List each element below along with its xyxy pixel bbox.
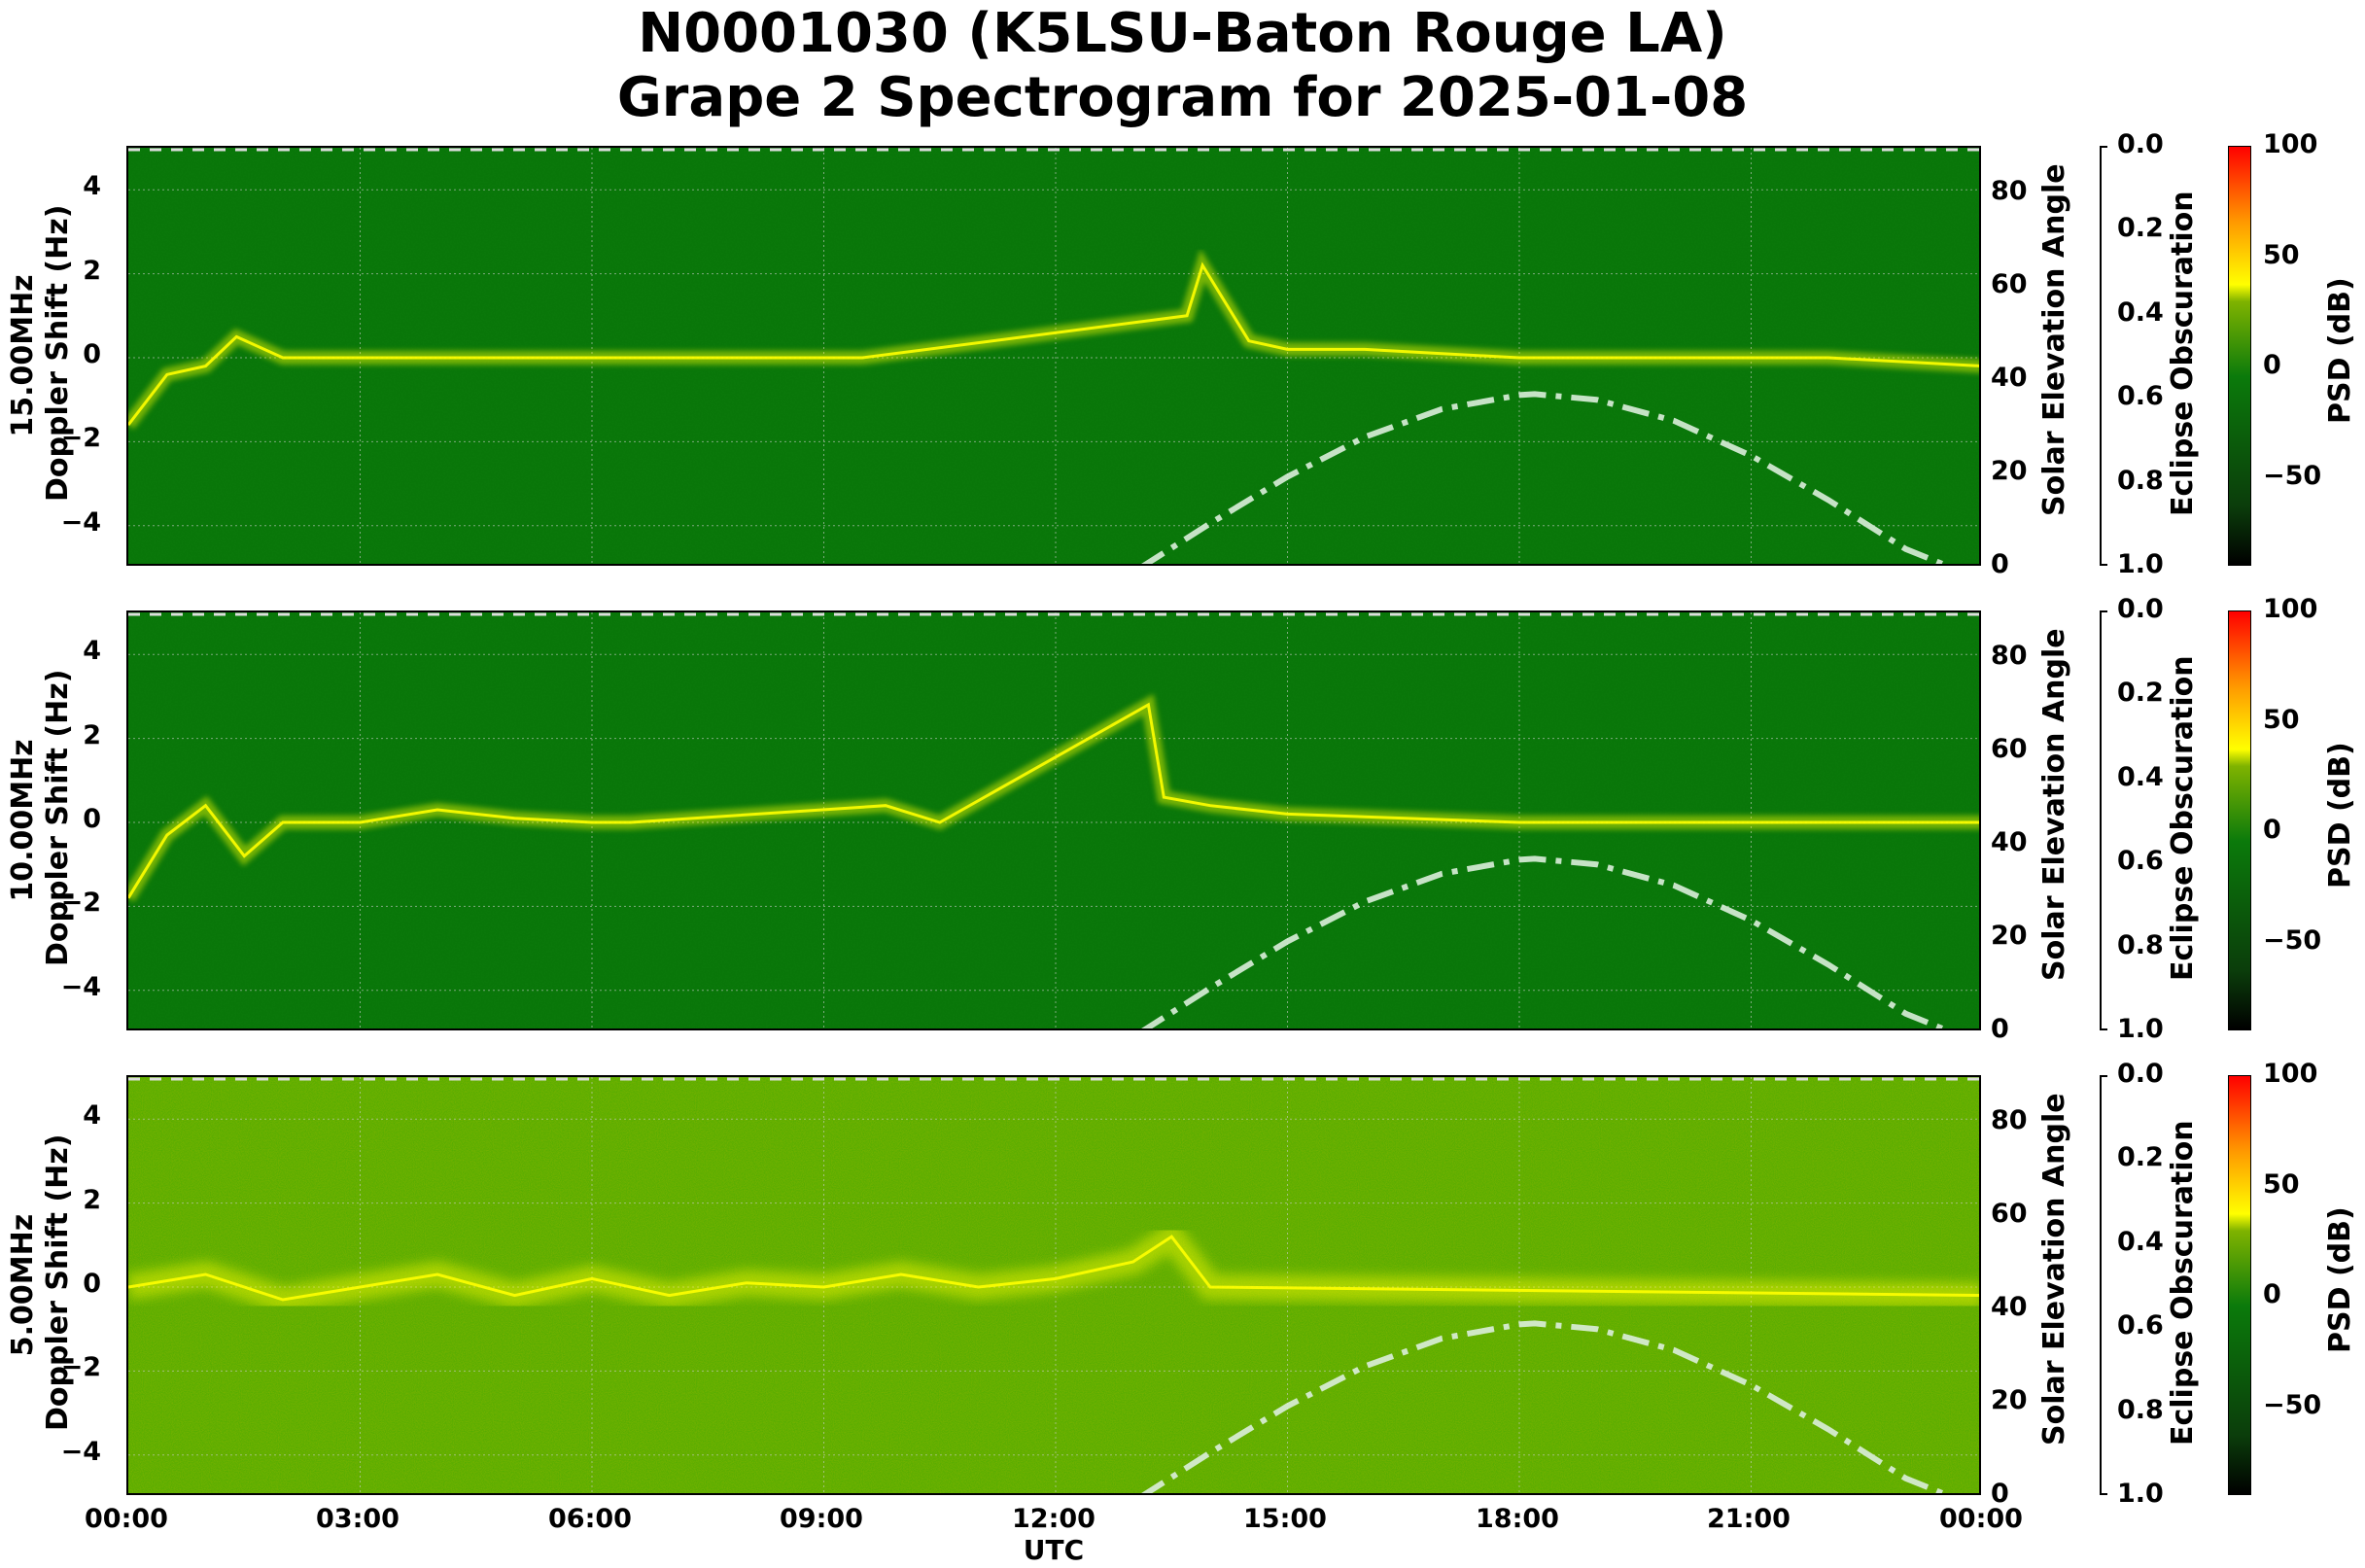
y-tick: 4: [83, 1100, 101, 1132]
y-tick: −4: [60, 971, 101, 1002]
spectrogram-panel: 15.00MHz Doppler Shift (Hz) 4 2 0 −2 −4 80 60 40 2…: [0, 129, 2365, 579]
psd-colorbar: [2228, 1075, 2251, 1495]
eclipse-axis: [2100, 146, 2107, 566]
eclipse-tick: 1.0: [2117, 549, 2164, 579]
colorbar-tick: −50: [2263, 461, 2322, 492]
frequency-label: 15.00MHz: [6, 274, 40, 437]
y-tick: 4: [83, 636, 101, 667]
y-tick: 2: [83, 1184, 101, 1215]
colorbar-tick: −50: [2263, 1390, 2322, 1421]
eclipse-obscuration-label: Eclipse Obscuration: [2166, 191, 2200, 516]
solar-elevation-label: Solar Elevation Angle: [2037, 163, 2071, 516]
eclipse-tick: 0.0: [2117, 594, 2164, 624]
eclipse-tick: 0.8: [2117, 1394, 2164, 1425]
solar-elevation-tick: 60: [1991, 269, 2028, 299]
x-tick: 21:00: [1707, 1504, 1791, 1534]
solar-elevation-tick: 60: [1991, 734, 2028, 764]
x-tick: 09:00: [780, 1504, 863, 1534]
eclipse-tick: 0.6: [2117, 381, 2164, 412]
x-tick: 00:00: [1939, 1504, 2023, 1534]
solar-elevation-tick: 0: [1991, 1479, 2009, 1509]
chart-title-line2: Grape 2 Spectrogram for 2025-01-08: [616, 66, 1749, 129]
eclipse-obscuration-label: Eclipse Obscuration: [2166, 655, 2200, 981]
solar-elevation-label: Solar Elevation Angle: [2037, 628, 2071, 981]
eclipse-axis: [2100, 610, 2107, 1030]
eclipse-tick: 0.6: [2117, 1310, 2164, 1342]
psd-colorbar: [2228, 146, 2251, 566]
y-tick: 0: [83, 339, 101, 369]
eclipse-tick: 0.2: [2117, 1142, 2164, 1173]
y-tick: −2: [60, 888, 101, 919]
colorbar-tick: 0: [2263, 350, 2281, 381]
psd-colorbar: [2228, 610, 2251, 1030]
y-tick: −2: [60, 423, 101, 454]
colorbar-tick: 50: [2263, 1168, 2300, 1200]
spectrogram-panel: 10.00MHz Doppler Shift (Hz) 4 2 0 −2 −4 80 60 40 2…: [0, 594, 2365, 1044]
eclipse-tick: 0.8: [2117, 929, 2164, 960]
spectrogram-panel: 5.00MHz Doppler Shift (Hz) 4 2 0 −2 −4 80 60 40 20…: [0, 1059, 2365, 1509]
solar-elevation-tick: 0: [1991, 1014, 2009, 1044]
psd-label: PSD (dB): [2323, 1206, 2357, 1353]
solar-elevation-tick: 80: [1991, 176, 2028, 206]
y-tick: −4: [60, 506, 101, 538]
colorbar-tick: −50: [2263, 925, 2322, 957]
eclipse-tick: 0.4: [2117, 1226, 2164, 1257]
spectrogram-plot: [126, 1075, 1981, 1495]
eclipse-tick: 0.4: [2117, 761, 2164, 792]
solar-elevation-tick: 0: [1991, 549, 2009, 579]
solar-elevation-tick: 40: [1991, 363, 2028, 393]
x-tick: 15:00: [1243, 1504, 1327, 1534]
frequency-label: 5.00MHz: [6, 1213, 40, 1357]
colorbar-tick: 100: [2263, 1059, 2318, 1089]
x-tick: 03:00: [316, 1504, 400, 1534]
spectrogram-plot: [126, 610, 1981, 1030]
x-tick: 18:00: [1476, 1504, 1559, 1534]
solar-elevation-tick: 20: [1991, 921, 2028, 951]
solar-elevation-tick: 40: [1991, 1292, 2028, 1322]
eclipse-tick: 1.0: [2117, 1479, 2164, 1509]
frequency-label: 10.00MHz: [6, 739, 40, 902]
y-tick: 4: [83, 171, 101, 202]
colorbar-tick: 0: [2263, 815, 2281, 846]
solar-elevation-tick: 20: [1991, 1385, 2028, 1415]
x-tick: 06:00: [548, 1504, 632, 1534]
chart-title-line1: N0001030 (K5LSU-Baton Rouge LA): [638, 2, 1727, 65]
psd-label: PSD (dB): [2323, 742, 2357, 889]
solar-elevation-tick: 80: [1991, 641, 2028, 671]
solar-elevation-tick: 40: [1991, 827, 2028, 857]
y-tick: 0: [83, 804, 101, 834]
eclipse-tick: 1.0: [2117, 1014, 2164, 1044]
eclipse-tick: 0.2: [2117, 213, 2164, 244]
colorbar-tick: 100: [2263, 594, 2318, 624]
eclipse-tick: 0.8: [2117, 465, 2164, 496]
eclipse-obscuration-label: Eclipse Obscuration: [2166, 1120, 2200, 1446]
y-tick: 2: [83, 719, 101, 750]
y-tick: 0: [83, 1269, 101, 1299]
eclipse-tick: 0.0: [2117, 129, 2164, 159]
solar-elevation-tick: 60: [1991, 1199, 2028, 1229]
psd-label: PSD (dB): [2323, 277, 2357, 424]
colorbar-tick: 0: [2263, 1279, 2281, 1310]
spectrogram-plot: [126, 146, 1981, 566]
eclipse-axis: [2100, 1075, 2107, 1495]
solar-elevation-label: Solar Elevation Angle: [2037, 1093, 2071, 1446]
y-tick: −4: [60, 1436, 101, 1467]
colorbar-tick: 50: [2263, 704, 2300, 735]
x-axis-label: UTC: [1023, 1534, 1085, 1566]
eclipse-tick: 0.6: [2117, 846, 2164, 877]
y-tick: −2: [60, 1352, 101, 1383]
x-tick: 12:00: [1012, 1504, 1096, 1534]
solar-elevation-tick: 80: [1991, 1105, 2028, 1135]
solar-elevation-tick: 20: [1991, 456, 2028, 486]
eclipse-tick: 0.2: [2117, 678, 2164, 709]
eclipse-tick: 0.0: [2117, 1059, 2164, 1089]
colorbar-tick: 100: [2263, 129, 2318, 159]
y-tick: 2: [83, 255, 101, 286]
colorbar-tick: 50: [2263, 239, 2300, 270]
x-tick: 00:00: [85, 1504, 168, 1534]
eclipse-tick: 0.4: [2117, 296, 2164, 328]
